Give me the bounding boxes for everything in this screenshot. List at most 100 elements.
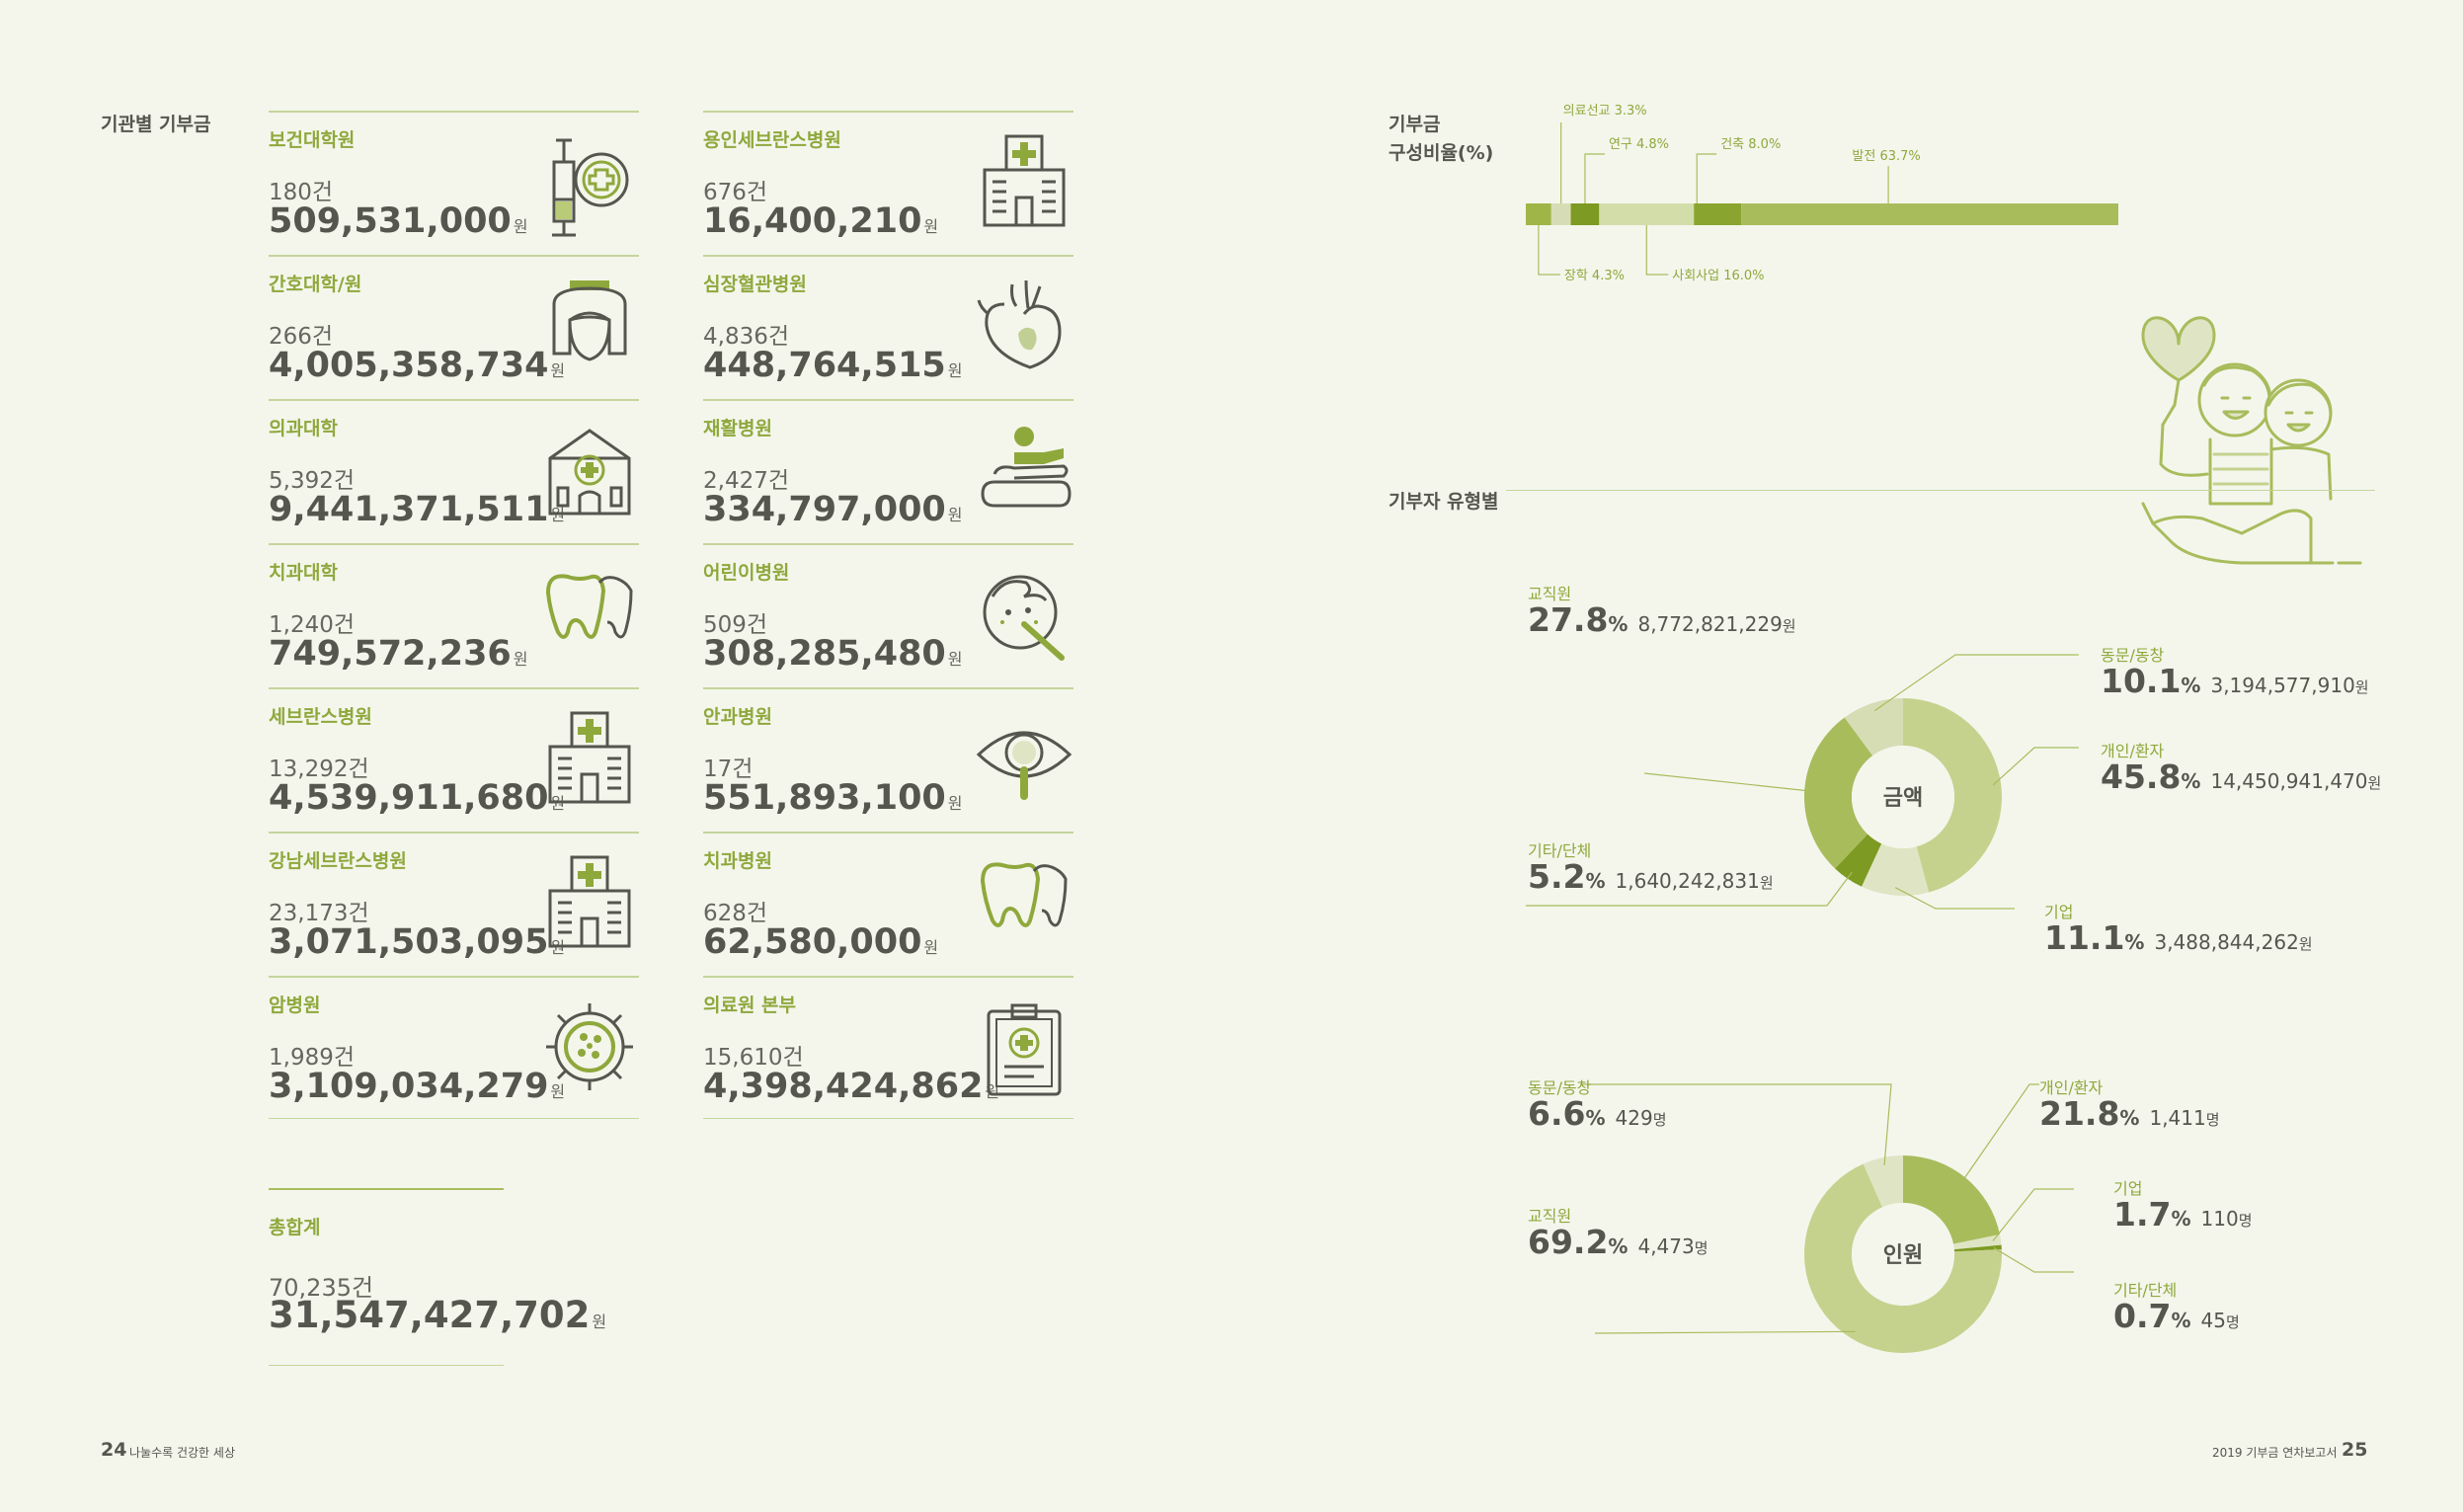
institution-name: 강남세브란스병원 xyxy=(269,850,407,872)
amount-value: 45 xyxy=(2200,1309,2226,1332)
amount-unit: 원 xyxy=(1782,617,1796,635)
pct-sign: % xyxy=(2171,1309,2191,1332)
institution-count: 628건 xyxy=(703,894,767,927)
donut-category-label: 개인/환자 xyxy=(2039,1078,2104,1097)
eye-magnifier-icon xyxy=(976,731,1073,800)
institution-rule xyxy=(269,543,639,545)
pct-value: 0.7 xyxy=(2113,1297,2172,1335)
institution-rule xyxy=(269,687,639,689)
count-value: 4,836 xyxy=(703,324,768,350)
count-unit: 건 xyxy=(767,324,790,350)
donut-category-label: 동문/동창 xyxy=(2101,646,2165,665)
total-amount-unit: 원 xyxy=(592,1313,607,1331)
amount-value: 4,473 xyxy=(1637,1234,1695,1258)
amount-value: 551,893,100 xyxy=(703,778,946,818)
institution-count: 4,836건 xyxy=(703,317,789,351)
institution-count: 5,392건 xyxy=(269,461,355,495)
composition-bar-chart: 장학 4.3% 의료선교 3.3% 연구 4.8% 사회사업 16.0% 건축 8.0%… xyxy=(1526,104,2118,283)
pct-sign: % xyxy=(2119,1106,2140,1130)
institution-card: 강남세브란스병원 23,173건 3,071,503,095 원 xyxy=(269,832,639,974)
composition-label: 발전 63.7% xyxy=(1852,149,1920,164)
nurse-icon xyxy=(552,280,627,361)
amount-unit: 원 xyxy=(2367,774,2382,792)
pct-value: 69.2 xyxy=(1528,1223,1609,1261)
institution-rule xyxy=(703,399,1073,401)
donut-center-label: 금액 xyxy=(1883,786,1923,811)
total-amount-value: 31,547,427,702 xyxy=(269,1294,591,1336)
institution-rule xyxy=(269,832,639,834)
count-value: 266 xyxy=(269,324,312,350)
institution-name: 의료원 본부 xyxy=(703,995,797,1016)
composition-leader xyxy=(1696,153,1717,203)
amount-unit: 명 xyxy=(2225,1313,2240,1331)
institution-count: 23,173건 xyxy=(269,894,369,927)
pct-value: 21.8 xyxy=(2039,1094,2120,1133)
amount-unit: 원 xyxy=(947,361,963,380)
count-unit: 건 xyxy=(782,1045,804,1071)
donut-hole xyxy=(1852,746,1954,848)
count-value: 15,610 xyxy=(703,1045,783,1071)
institution-rule xyxy=(703,111,1073,113)
composition-segment xyxy=(1741,203,2118,225)
donut-category-label: 교직원 xyxy=(1528,1207,1572,1226)
institution-name: 암병원 xyxy=(269,995,321,1016)
institution-bottom-rule xyxy=(703,1118,1073,1119)
count-value: 509 xyxy=(703,612,747,638)
institution-amount: 3,071,503,095 원 xyxy=(269,922,565,962)
donut-slice xyxy=(1952,1234,2002,1250)
composition-leader xyxy=(1538,225,1560,276)
amount-value: 429 xyxy=(1615,1106,1653,1130)
donut-category-label: 개인/환자 xyxy=(2101,742,2165,760)
institution-count: 1,240건 xyxy=(269,605,355,639)
composition-segment xyxy=(1550,203,1571,225)
composition-label: 사회사업 16.0% xyxy=(1672,269,1764,283)
institution-bottom-rule xyxy=(269,1118,639,1119)
donut-slice xyxy=(1844,698,1903,756)
institution-rule xyxy=(269,255,639,257)
donut-value-label: 0.7% 45명 xyxy=(2113,1297,2240,1335)
amount-unit: 원 xyxy=(1759,874,1774,892)
institution-count: 676건 xyxy=(703,173,767,206)
count-value: 13,292 xyxy=(269,756,349,782)
people-donut-chart: 인원 xyxy=(1580,1083,2074,1353)
institution-card: 의료원 본부 15,610건 4,398,424,862 원 xyxy=(703,976,1073,1118)
total-count-unit: 건 xyxy=(351,1274,374,1302)
composition-leader xyxy=(1584,153,1605,203)
donut-value-label: 27.8% 8,772,821,229원 xyxy=(1528,600,1796,639)
amount-unit: 명 xyxy=(1652,1111,1667,1129)
institution-card: 암병원 1,989건 3,109,034,279 원 xyxy=(269,976,639,1118)
composition-label: 연구 4.8% xyxy=(1609,137,1669,152)
count-unit: 건 xyxy=(746,901,768,926)
amount-unit: 원 xyxy=(947,650,963,669)
institution-rule xyxy=(269,976,639,978)
donut-slice xyxy=(1835,834,1882,887)
amount-value: 509,531,000 xyxy=(269,201,512,241)
donut-value-label: 69.2% 4,473명 xyxy=(1528,1223,1708,1261)
donut-value-label: 11.1% 3,488,844,262원 xyxy=(2044,918,2313,957)
institution-card: 용인세브란스병원 676건 16,400,210 원 xyxy=(703,111,1073,253)
institution-amount: 308,285,480 원 xyxy=(703,634,963,674)
institution-name: 용인세브란스병원 xyxy=(703,129,841,151)
institution-card: 재활병원 2,427건 334,797,000 원 xyxy=(703,399,1073,541)
amount-value: 62,580,000 xyxy=(703,922,922,962)
pct-value: 1.7 xyxy=(2113,1195,2172,1233)
section-title-institution: 기관별 기부금 xyxy=(101,114,211,135)
institution-amount: 551,893,100 원 xyxy=(703,778,963,818)
amount-value: 308,285,480 xyxy=(703,634,946,674)
pct-sign: % xyxy=(2181,769,2201,793)
institution-rule xyxy=(703,255,1073,257)
institution-card: 치과병원 628건 62,580,000 원 xyxy=(703,832,1073,974)
count-unit: 건 xyxy=(333,468,356,494)
amount-value: 14,450,941,470 xyxy=(2210,769,2368,793)
donut-slice xyxy=(1804,717,1873,869)
institution-name: 심장혈관병원 xyxy=(703,274,807,295)
composition-segment xyxy=(1694,203,1742,225)
donut-leader xyxy=(1959,1083,2039,1185)
institution-amount: 4,539,911,680 원 xyxy=(269,778,565,818)
donut-leader xyxy=(1992,747,2079,786)
pct-value: 45.8 xyxy=(2101,757,2182,796)
count-unit: 건 xyxy=(348,756,369,782)
donut-value-label: 5.2% 1,640,242,831원 xyxy=(1528,857,1774,896)
medical-school-building-icon xyxy=(548,429,631,516)
amount-value: 749,572,236 xyxy=(269,634,512,674)
